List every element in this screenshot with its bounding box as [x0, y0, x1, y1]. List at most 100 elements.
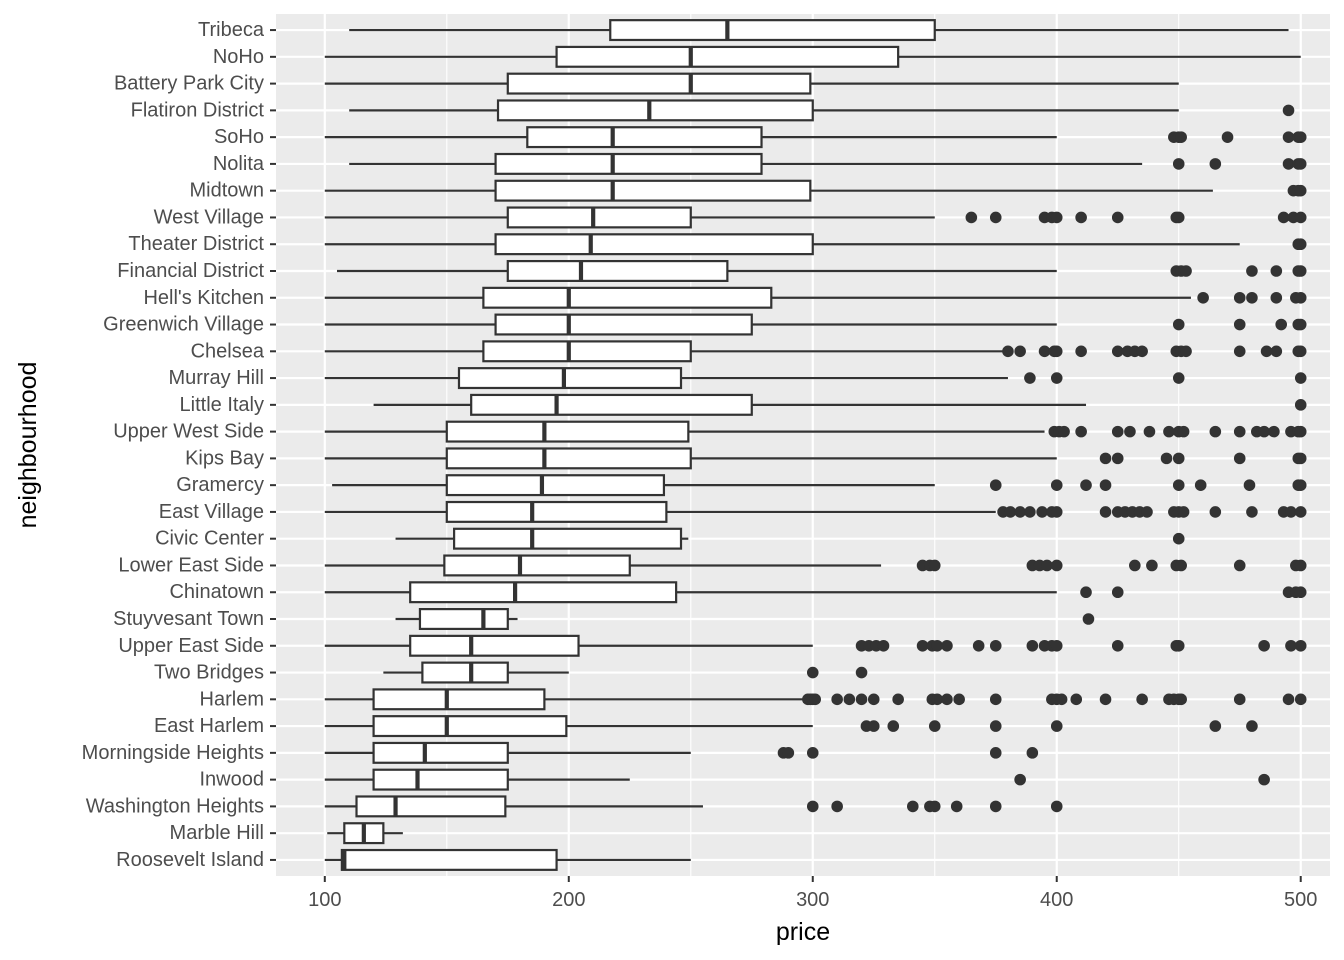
outlier-point — [1180, 265, 1192, 277]
iqr-box — [418, 608, 509, 631]
outlier-point — [1258, 639, 1270, 652]
outlier-point — [1124, 425, 1136, 438]
y-tick-label: Gramercy — [176, 474, 264, 496]
outlier-point — [1294, 693, 1307, 706]
outlier-point — [1075, 345, 1087, 358]
x-axis-title: price — [776, 918, 830, 946]
outlier-point — [1075, 425, 1087, 438]
outlier-point — [928, 800, 941, 813]
outlier-point — [1270, 345, 1283, 358]
outlier-point — [1294, 291, 1307, 304]
outlier-point — [1282, 131, 1295, 143]
outlier-point — [1294, 372, 1307, 384]
outlier-point — [931, 693, 943, 706]
outlier-point — [1285, 506, 1297, 518]
outlier-point — [1294, 318, 1307, 331]
y-tick-label: Battery Park City — [114, 73, 264, 95]
outlier-point — [1024, 506, 1036, 518]
outlier-point — [1294, 586, 1307, 599]
outlier-point — [953, 693, 965, 706]
iqr-box — [445, 474, 666, 497]
box-upper-east-side — [324, 634, 813, 657]
outlier-point — [1294, 238, 1307, 251]
outlier-point — [941, 693, 953, 706]
outlier-point — [1075, 211, 1087, 224]
outlier-point — [806, 800, 819, 813]
outlier-point — [877, 639, 890, 652]
outlier-point — [1294, 639, 1307, 652]
y-tick-label: Chinatown — [169, 581, 264, 603]
outlier-point — [1050, 211, 1063, 224]
y-tick-label: NoHo — [213, 46, 264, 68]
box-flatiron-district — [349, 99, 1179, 122]
outlier-point — [1177, 425, 1190, 438]
outlier-point — [1246, 506, 1258, 518]
outlier-point — [1233, 693, 1246, 706]
iqr-box — [494, 233, 814, 256]
box-west-village — [324, 206, 935, 229]
box-upper-west-side — [324, 420, 1045, 443]
outlier-point — [1050, 639, 1063, 652]
outlier-point — [1055, 693, 1068, 706]
outlier-point — [1143, 425, 1156, 438]
box-theater-district — [324, 233, 1240, 256]
outlier-point — [1221, 131, 1234, 143]
outlier-point — [989, 479, 1002, 491]
iqr-box — [372, 715, 568, 738]
iqr-box — [555, 45, 900, 68]
outlier-point — [1111, 586, 1124, 599]
outlier-point — [1294, 211, 1307, 224]
outlier-point — [1282, 158, 1295, 170]
box-little-italy — [373, 393, 1087, 416]
y-tick-label: Upper East Side — [118, 635, 264, 657]
outlier-point — [906, 800, 919, 813]
y-tick-label: Murray Hill — [168, 367, 264, 389]
outlier-point — [1277, 211, 1290, 224]
outlier-point — [1285, 639, 1297, 652]
iqr-box — [445, 420, 690, 443]
iqr-box — [355, 795, 507, 818]
outlier-point — [1172, 372, 1185, 384]
iqr-box — [443, 554, 631, 577]
outlier-point — [1080, 479, 1092, 491]
outlier-point — [1080, 586, 1092, 599]
y-tick-label: East Village — [159, 501, 264, 523]
iqr-box — [482, 340, 692, 363]
box-stuyvesant-town — [395, 608, 518, 631]
outlier-point — [831, 693, 843, 706]
outlier-point — [1172, 318, 1185, 331]
outlier-point — [941, 639, 953, 652]
y-axis-title: neighbourhood — [14, 362, 42, 529]
box-roosevelt-island — [324, 848, 691, 871]
outlier-point — [1038, 345, 1051, 358]
outlier-point — [1209, 158, 1222, 170]
outlier-point — [1050, 372, 1063, 384]
y-tick-label: Greenwich Village — [103, 314, 264, 336]
box-noho — [324, 45, 1301, 68]
x-tick-label: 200 — [552, 889, 585, 911]
y-axis: Tribeca NoHo Battery Park City Flatiron Dis… — [82, 19, 276, 871]
outlier-point — [887, 720, 900, 732]
outlier-point — [1111, 452, 1124, 465]
outlier-point — [1026, 747, 1039, 759]
outlier-point — [989, 693, 1002, 706]
iqr-box — [421, 661, 509, 684]
outlier-point — [1270, 265, 1283, 277]
outlier-point — [1050, 559, 1063, 572]
outlier-point — [1175, 693, 1187, 706]
outlier-point — [1172, 479, 1185, 491]
outlier-point — [806, 747, 819, 759]
outlier-point — [1294, 506, 1307, 518]
outlier-point — [1258, 425, 1270, 438]
outlier-point — [1172, 532, 1185, 545]
y-tick-label: Two Bridges — [154, 662, 264, 684]
outlier-point — [1111, 345, 1124, 358]
boxes-layer — [324, 19, 1301, 871]
box-washington-heights — [324, 795, 703, 818]
outlier-point — [950, 800, 963, 813]
outlier-point — [1268, 425, 1280, 438]
outlier-point — [928, 559, 941, 572]
iqr-box — [506, 259, 729, 282]
x-tick-label: 300 — [796, 889, 829, 911]
